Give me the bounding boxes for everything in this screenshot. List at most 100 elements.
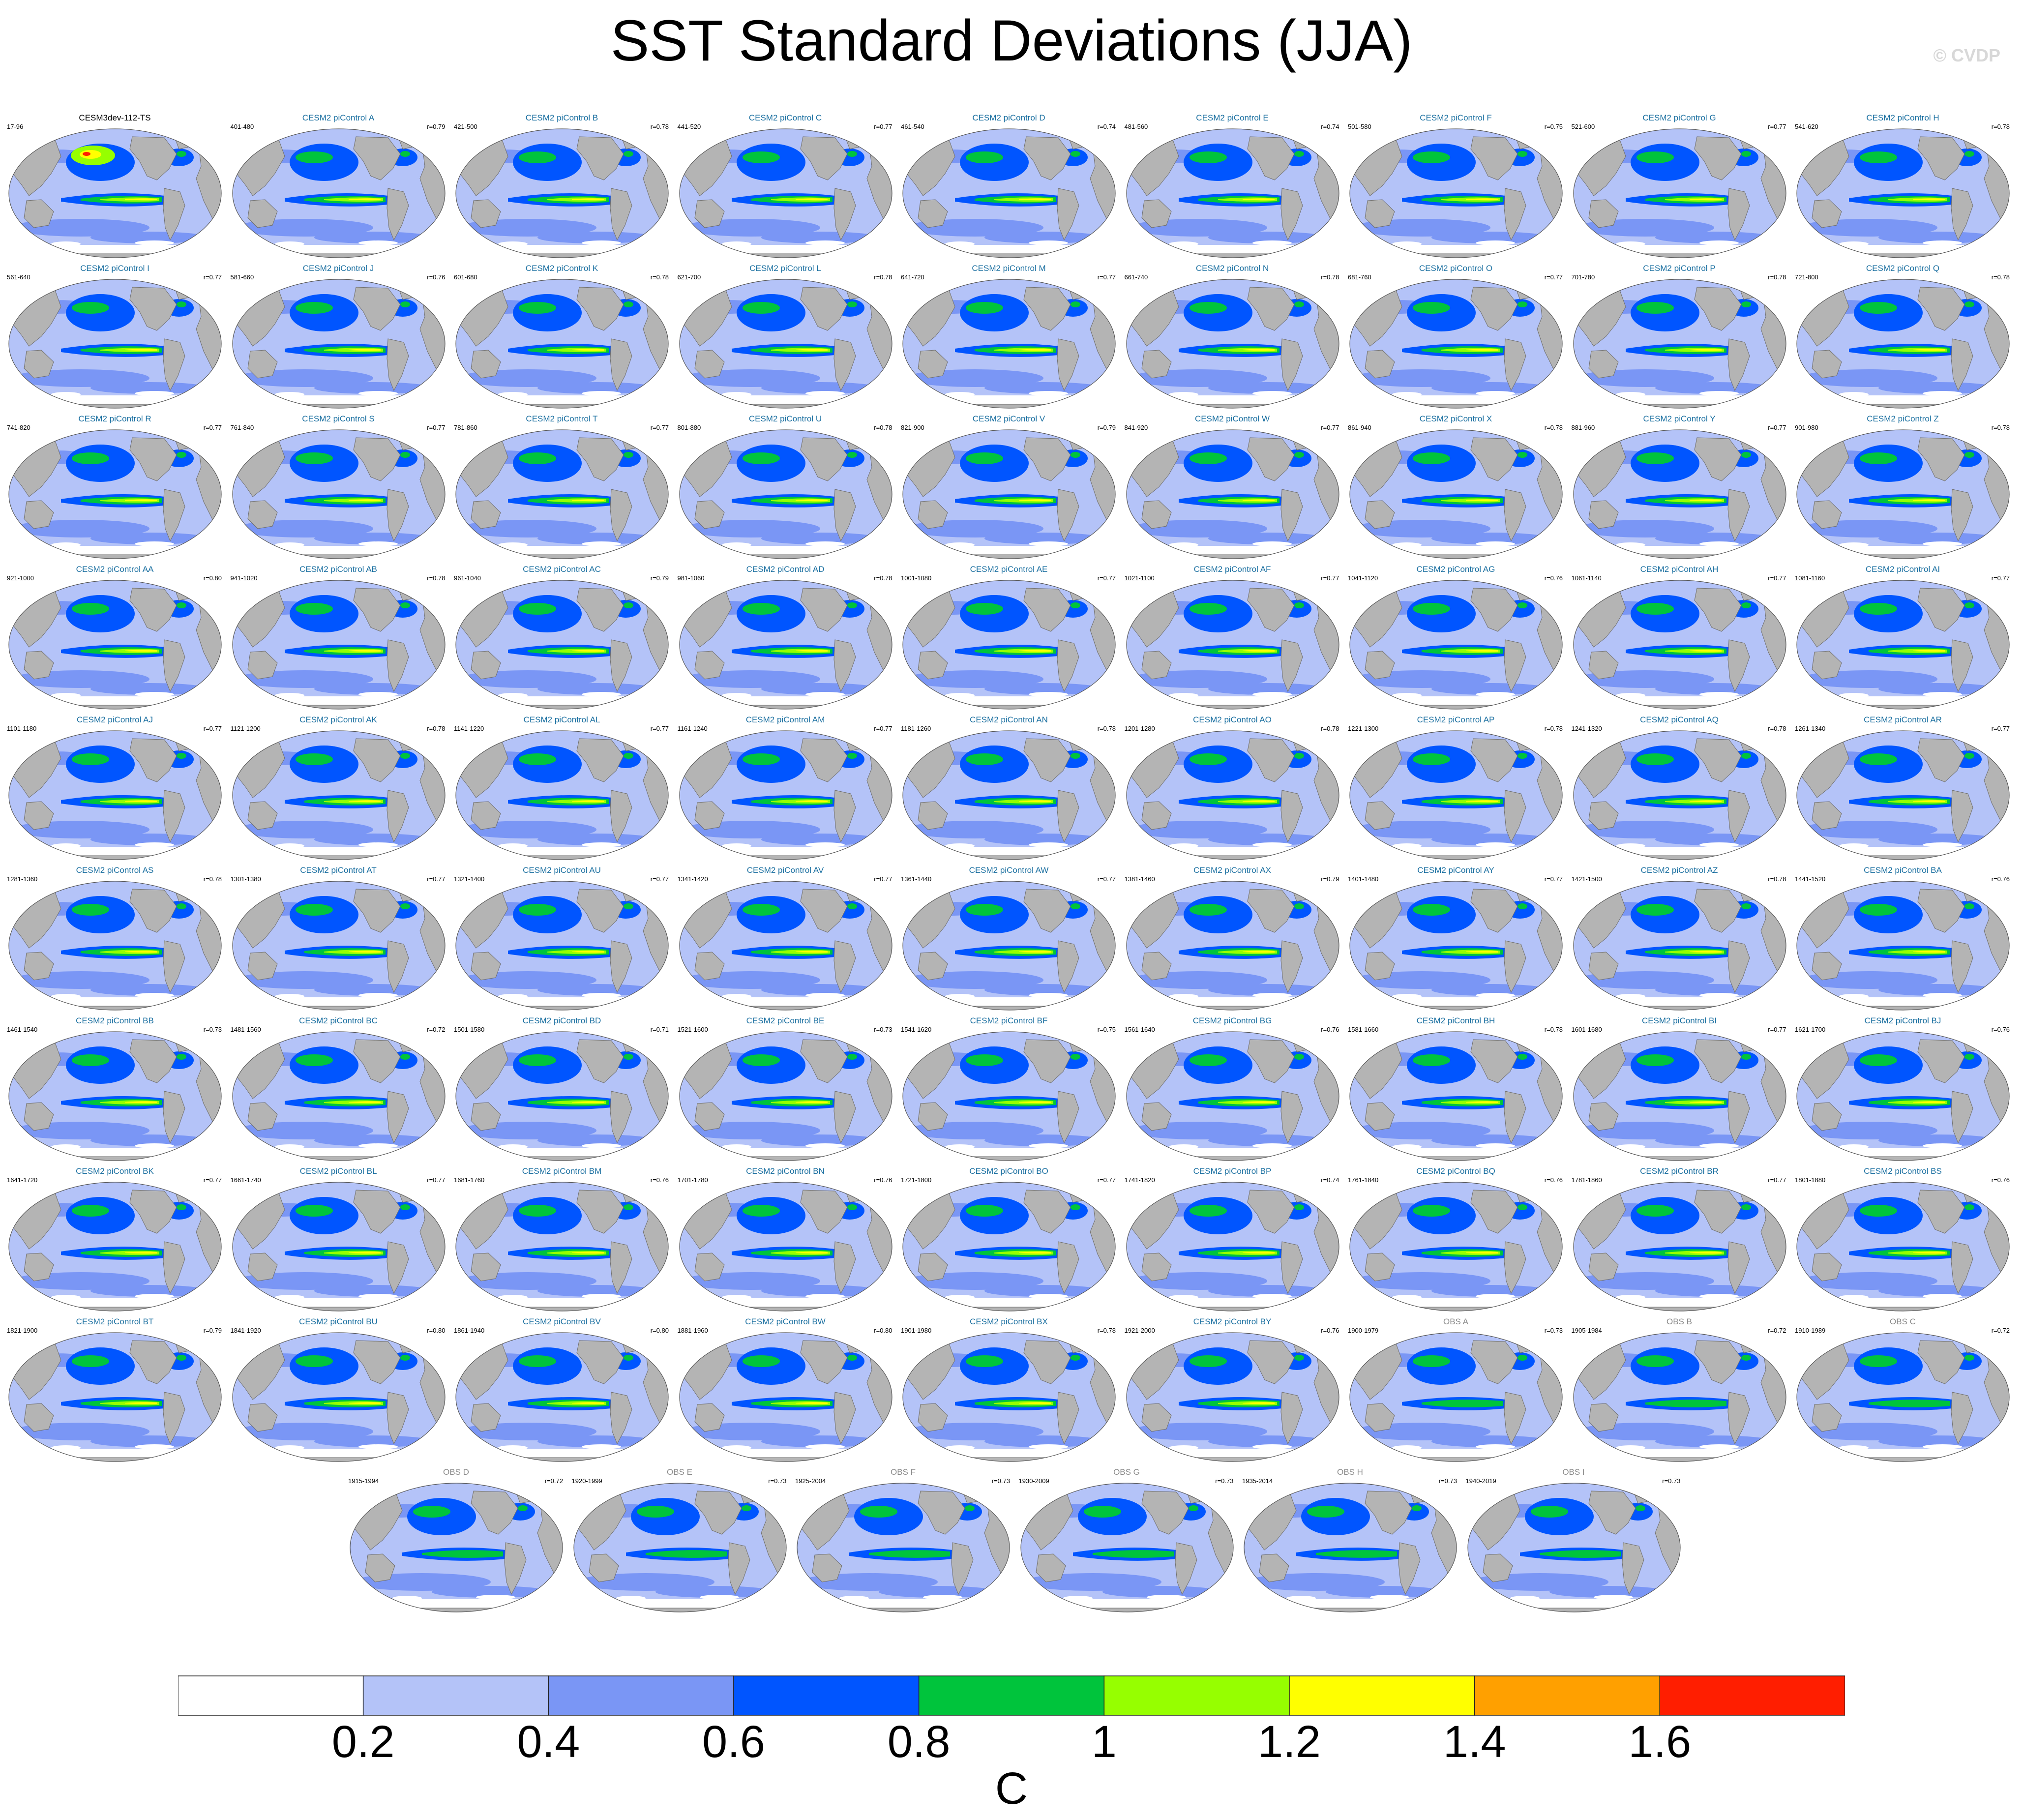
panel-pattern-correlation: r=0.77 bbox=[1097, 574, 1116, 582]
sst-map bbox=[7, 277, 223, 413]
sst-map bbox=[1572, 277, 1788, 413]
map-panel: CESM2 piControl BC 1481-1560 r=0.72 bbox=[227, 1015, 450, 1163]
sst-map bbox=[1125, 428, 1341, 563]
map-panel: OBS B 1905-1984 r=0.72 bbox=[1568, 1316, 1791, 1463]
panel-years: 721-800 bbox=[1795, 273, 1818, 281]
colorbar-tick-label: 1.2 bbox=[1258, 1717, 1321, 1767]
map-panel: CESM2 piControl AZ 1421-1500 r=0.78 bbox=[1568, 865, 1791, 1012]
panel-years: 681-760 bbox=[1348, 273, 1371, 281]
panel-years: 1701-1780 bbox=[677, 1176, 708, 1184]
panel-years: 1601-1680 bbox=[1571, 1026, 1602, 1033]
sst-map bbox=[1572, 578, 1788, 714]
map-panel: CESM2 piControl W 841-920 r=0.77 bbox=[1121, 413, 1344, 561]
panel-pattern-correlation: r=0.76 bbox=[1321, 1327, 1339, 1334]
panel-pattern-correlation: r=0.78 bbox=[1097, 1327, 1116, 1334]
map-panel: CESM2 piControl V 821-900 r=0.79 bbox=[897, 413, 1121, 561]
panel-title: CESM2 piControl V bbox=[972, 414, 1045, 423]
panel-title: OBS G bbox=[1113, 1467, 1140, 1477]
sst-map bbox=[1795, 1030, 2011, 1165]
panel-pattern-correlation: r=0.77 bbox=[1768, 424, 1786, 431]
sst-map bbox=[1572, 1030, 1788, 1165]
panel-pattern-correlation: r=0.78 bbox=[1097, 725, 1116, 732]
panel-title: CESM2 piControl AM bbox=[745, 715, 825, 724]
panel-pattern-correlation: r=0.76 bbox=[1321, 1026, 1339, 1033]
panel-title: CESM2 piControl AC bbox=[523, 565, 601, 574]
panel-pattern-correlation: r=0.78 bbox=[427, 574, 446, 582]
panel-title: CESM2 piControl BF bbox=[970, 1016, 1048, 1025]
map-panel: CESM2 piControl AM 1161-1240 r=0.77 bbox=[674, 714, 897, 862]
panel-pattern-correlation: r=0.79 bbox=[650, 574, 669, 582]
panel-years: 1841-1920 bbox=[230, 1327, 261, 1334]
map-panel: OBS F 1925-2004 r=0.73 bbox=[791, 1466, 1015, 1614]
map-panel: CESM2 piControl AF 1021-1100 r=0.77 bbox=[1121, 564, 1344, 711]
sst-map bbox=[795, 1481, 1012, 1616]
panel-pattern-correlation: r=0.77 bbox=[1544, 875, 1563, 883]
colorbar-segment bbox=[1103, 1675, 1290, 1716]
colorbar-segment bbox=[1659, 1675, 1845, 1716]
panel-years: 1421-1500 bbox=[1571, 875, 1602, 883]
panel-years: 1081-1160 bbox=[1795, 574, 1825, 582]
panel-years: 441-520 bbox=[677, 123, 701, 130]
panel-pattern-correlation: r=0.80 bbox=[203, 574, 222, 582]
panel-years: 1641-1720 bbox=[7, 1176, 38, 1184]
panel-title: CESM2 piControl Z bbox=[1867, 414, 1939, 423]
panel-years: 921-1000 bbox=[7, 574, 34, 582]
panel-pattern-correlation: r=0.73 bbox=[1662, 1477, 1681, 1485]
panel-pattern-correlation: r=0.76 bbox=[874, 1176, 892, 1184]
panel-years: 581-660 bbox=[230, 273, 254, 281]
map-panel: CESM2 piControl K 601-680 r=0.78 bbox=[450, 263, 674, 410]
panel-pattern-correlation: r=0.77 bbox=[427, 875, 446, 883]
panel-years: 1021-1100 bbox=[1124, 574, 1155, 582]
colorbar-tick-label: 0.8 bbox=[887, 1717, 951, 1767]
panel-title: CESM2 piControl G bbox=[1642, 113, 1716, 122]
panel-title: CESM2 piControl D bbox=[972, 113, 1045, 122]
panel-years: 1935-2014 bbox=[1242, 1477, 1273, 1485]
map-panel: CESM2 piControl AN 1181-1260 r=0.78 bbox=[897, 714, 1121, 862]
sst-map bbox=[1795, 1180, 2011, 1315]
panel-years: 561-640 bbox=[7, 273, 30, 281]
colorbar-tick-label: 1.6 bbox=[1628, 1717, 1692, 1767]
panel-years: 461-540 bbox=[901, 123, 924, 130]
sst-map bbox=[678, 1030, 894, 1165]
panel-title: OBS F bbox=[890, 1467, 916, 1477]
panel-title: CESM2 piControl H bbox=[1866, 113, 1939, 122]
sst-map bbox=[1125, 1180, 1341, 1315]
map-panel: CESM2 piControl J 581-660 r=0.76 bbox=[227, 263, 450, 410]
sst-map bbox=[1795, 729, 2011, 864]
panel-title: OBS E bbox=[667, 1467, 692, 1477]
map-panel: CESM2 piControl H 541-620 r=0.78 bbox=[1791, 112, 2015, 260]
panel-pattern-correlation: r=0.77 bbox=[650, 875, 669, 883]
sst-map bbox=[1572, 1180, 1788, 1315]
sst-map bbox=[1125, 578, 1341, 714]
panel-years: 1801-1880 bbox=[1795, 1176, 1826, 1184]
panel-years: 1101-1180 bbox=[7, 725, 37, 732]
panel-pattern-correlation: r=0.77 bbox=[1544, 273, 1563, 281]
panel-title: CESM2 piControl AF bbox=[1193, 565, 1271, 574]
panel-pattern-correlation: r=0.77 bbox=[203, 1176, 222, 1184]
colorbar-segment bbox=[548, 1675, 734, 1716]
panel-years: 1915-1994 bbox=[348, 1477, 379, 1485]
panel-pattern-correlation: r=0.78 bbox=[1544, 424, 1563, 431]
panel-years: 401-480 bbox=[230, 123, 254, 130]
panel-title: CESM2 piControl AI bbox=[1865, 565, 1940, 574]
panel-title: CESM2 piControl K bbox=[525, 264, 598, 273]
colorbar bbox=[178, 1675, 1845, 1716]
panel-years: 1761-1840 bbox=[1348, 1176, 1379, 1184]
panel-years: 861-940 bbox=[1348, 424, 1371, 431]
sst-map bbox=[231, 879, 447, 1014]
panel-years: 1621-1700 bbox=[1795, 1026, 1826, 1033]
map-panel: CESM2 piControl AK 1121-1200 r=0.78 bbox=[227, 714, 450, 862]
panel-pattern-correlation: r=0.77 bbox=[1321, 424, 1339, 431]
panel-pattern-correlation: r=0.78 bbox=[650, 273, 669, 281]
panel-title: CESM2 piControl N bbox=[1195, 264, 1269, 273]
panel-title: OBS I bbox=[1562, 1467, 1585, 1477]
panel-title: CESM2 piControl BQ bbox=[1416, 1166, 1495, 1176]
map-panel: CESM2 piControl BH 1581-1660 r=0.78 bbox=[1344, 1015, 1568, 1163]
panel-pattern-correlation: r=0.77 bbox=[1321, 574, 1339, 582]
panel-years: 1001-1080 bbox=[901, 574, 932, 582]
panel-years: 701-780 bbox=[1571, 273, 1595, 281]
sst-map bbox=[454, 1180, 670, 1315]
panel-pattern-correlation: r=0.77 bbox=[1097, 273, 1116, 281]
panel-pattern-correlation: r=0.73 bbox=[874, 1026, 892, 1033]
panel-years: 1061-1140 bbox=[1571, 574, 1602, 582]
